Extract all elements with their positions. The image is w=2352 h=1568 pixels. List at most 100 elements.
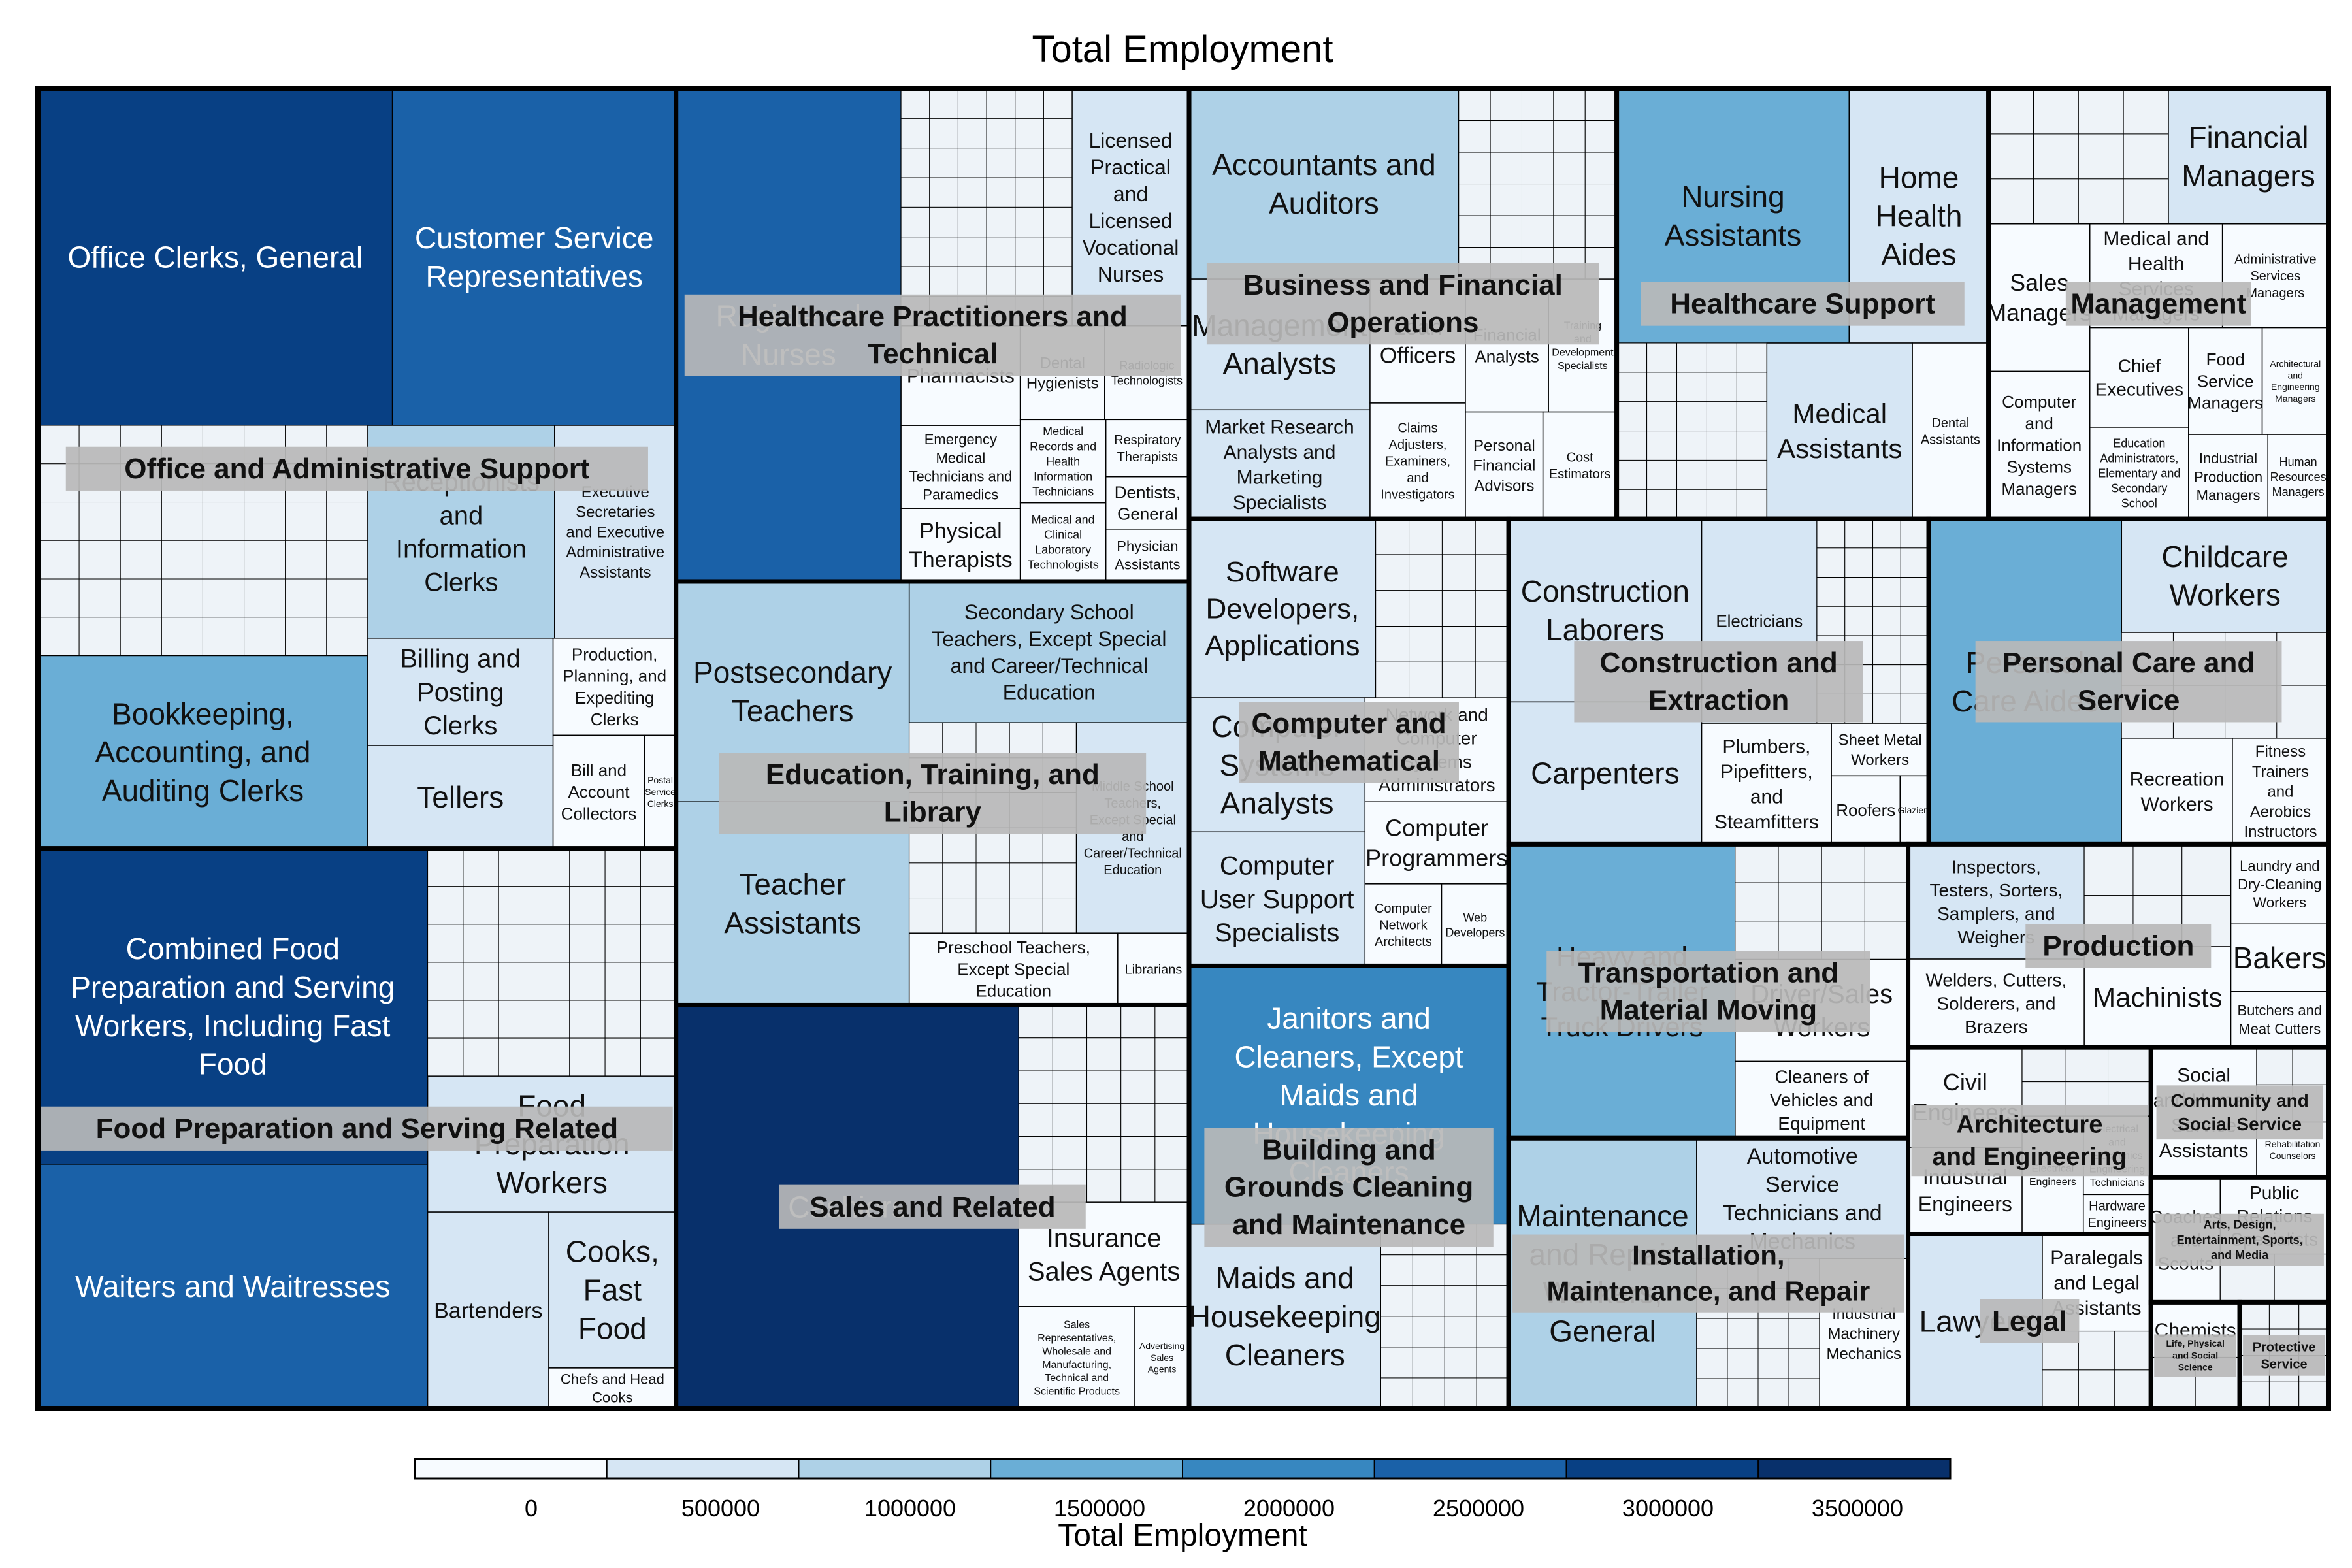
minor-occupation-cell <box>900 148 930 178</box>
minor-occupation-cell <box>1052 1070 1088 1104</box>
cell-rect <box>2267 434 2329 519</box>
minor-occupation-cell <box>909 898 943 934</box>
minor-occupation-cell <box>929 118 958 149</box>
minor-occupation-cell <box>1043 148 1073 178</box>
minor-occupation-cell <box>463 924 499 963</box>
cell-label: Software Developers, Applications <box>1205 556 1360 662</box>
minor-occupation-cell <box>929 266 958 297</box>
cell-rect <box>1105 419 1190 478</box>
group-label-box <box>719 753 1147 834</box>
cell-label: Claims Adjusters, Examiners, and Investigato… <box>1380 421 1454 502</box>
minor-occupation-cell <box>900 177 930 208</box>
minor-occupation-cell <box>957 118 987 149</box>
minor-occupation-cell <box>1042 898 1077 934</box>
minor-occupation-cell <box>1043 237 1073 267</box>
group-label-box <box>1206 263 1599 345</box>
minor-occupation-cell <box>1521 184 1554 216</box>
minor-occupation-cell <box>957 88 987 119</box>
minor-occupation-cell <box>1788 1378 1820 1409</box>
cell-label: Roofers <box>1836 800 1895 820</box>
cell-advertising-sales-agents: Advertising Sales Agents <box>1134 1306 1190 1409</box>
minor-occupation-cell <box>2021 1047 2066 1083</box>
cell-computer-and-information-systems-managers: Computer and Information Systems Managers <box>1987 370 2091 519</box>
group-label-box <box>1239 702 1459 783</box>
cell-medical-and-clinical-laboratory-technologists: Medical and Clinical Laboratory Technologis… <box>1019 502 1107 582</box>
group-label-box <box>2065 282 2251 326</box>
cell-label: Paralegals and Legal Assistants <box>2050 1247 2143 1319</box>
minor-occupation-cell <box>957 266 987 297</box>
cell-computer-user-support-specialists: Computer User Support Specialists <box>1188 831 1366 967</box>
minor-occupation-cell <box>1844 606 1874 636</box>
minor-occupation-cell <box>37 578 80 618</box>
cell-hardware-engineers: Hardware Engineers <box>2082 1194 2151 1235</box>
minor-occupation-cell <box>1872 606 1901 636</box>
cell-label: Cleaners of Vehicles and Equipment <box>1770 1066 1874 1134</box>
group-label: Protective Service <box>2253 1340 2316 1371</box>
cell-rect <box>675 801 910 1006</box>
minor-occupation-cell <box>604 1037 641 1077</box>
minor-occupation-cell <box>1816 518 1846 549</box>
minor-occupation-cell <box>1676 489 1707 519</box>
cell-label: Butchers and Meat Cutters <box>2237 1002 2322 1037</box>
minor-occupation-cell <box>1872 518 1901 549</box>
minor-occupation-cell <box>534 1000 570 1039</box>
minor-occupation-cell <box>2268 1301 2300 1330</box>
minor-occupation-cell <box>1018 1037 1053 1071</box>
cell-rect <box>1018 1306 1135 1409</box>
minor-occupation-cell <box>1616 459 1648 490</box>
minor-occupation-cell <box>640 886 677 925</box>
minor-occupation-cell <box>78 540 121 580</box>
minor-occupation-cell <box>957 206 987 238</box>
group-label: Arts, Design, Entertainment, Sports, and M… <box>2177 1218 2303 1262</box>
cell-label: Billing and Posting Clerks <box>400 645 521 740</box>
minor-occupation-cell <box>1821 882 1865 922</box>
group-label: Building and Grounds Cleaning and Maintena… <box>1224 1134 1473 1241</box>
cell-rect <box>2230 923 2329 992</box>
minor-occupation-cell <box>120 540 162 580</box>
minor-occupation-cell <box>569 886 606 925</box>
minor-occupation-cell <box>161 540 203 580</box>
minor-occupation-cell <box>1584 184 1618 216</box>
minor-occupation-cell <box>569 1037 606 1077</box>
cell-dental-assistants: Dental Assistants <box>1912 342 1989 519</box>
minor-occupation-cell <box>1015 237 1044 267</box>
cell-sales-representatives-wholesale-and-manufacturing-technical-and-scientific-products: Sales Representatives, Wholesale and Manufa… <box>1018 1306 1135 1409</box>
minor-occupation-cell <box>1553 215 1586 248</box>
minor-occupation-cell <box>2042 1369 2079 1409</box>
minor-occupation-cell <box>2078 1331 2115 1371</box>
cell-medical-records-and-health-information-technicians: Medical Records and Health Information Techn… <box>1019 419 1107 504</box>
minor-occupation-cell <box>1757 1348 1789 1379</box>
minor-occupation-cell <box>1120 1169 1156 1203</box>
minor-occupation-cell <box>1676 372 1707 402</box>
cell-rect <box>548 1211 677 1369</box>
minor-occupation-cell <box>1052 1136 1088 1170</box>
minor-occupation-cell <box>1409 554 1443 591</box>
cell-financial-managers: Financial Managers <box>2168 88 2329 225</box>
minor-occupation-cell <box>1584 152 1618 185</box>
minor-occupation-cell <box>427 924 464 963</box>
cell-recreation-workers: Recreation Workers <box>2121 738 2233 845</box>
cell-human-resources-managers: Human Resources Managers <box>2267 434 2329 519</box>
group-label-box <box>2025 924 2212 968</box>
minor-occupation-cell <box>463 1037 499 1077</box>
legend-swatch <box>1373 1458 1567 1479</box>
cell-label: Industrial Production Managers <box>2194 450 2262 503</box>
cell-label: Laundry and Dry-Cleaning Workers <box>2238 858 2321 911</box>
group-label-box <box>2156 1085 2323 1140</box>
group-label: Food Preparation and Serving Related <box>96 1113 618 1145</box>
cell-label: Construction Laborers <box>1521 574 1690 647</box>
minor-occupation-cell <box>1706 431 1737 461</box>
minor-occupation-cell <box>1872 635 1901 666</box>
minor-occupation-cell <box>1676 459 1707 490</box>
minor-occupation-cell <box>1441 518 1476 555</box>
minor-occupation-cell <box>929 177 958 208</box>
minor-occupation-cell <box>1706 342 1737 373</box>
cell-label: Childcare Workers <box>2161 540 2288 612</box>
minor-occupation-cell <box>1988 88 2034 135</box>
minor-occupation-cell <box>202 578 245 618</box>
group-label: Sales and Related <box>809 1191 1056 1223</box>
group-sales-and-related: CashiersInsuranceSales AgentsSalesRepres… <box>674 1002 1192 1411</box>
minor-occupation-cell <box>161 578 203 618</box>
minor-occupation-cell <box>1778 843 1822 883</box>
cell-office-clerks-general: Office Clerks, General <box>37 88 393 426</box>
